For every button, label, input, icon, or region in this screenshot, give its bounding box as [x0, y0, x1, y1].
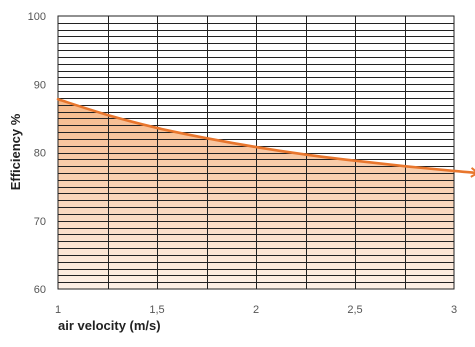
y-tick-labels: 60 70 80 90 100: [28, 11, 46, 296]
y-tick-label: 80: [34, 148, 46, 160]
vertical-gridlines: [108, 16, 406, 289]
efficiency-curve: [56, 97, 475, 175]
x-tick-label: 2,5: [347, 304, 362, 316]
x-tick-label: 1: [55, 304, 61, 316]
y-tick-label: 90: [34, 79, 46, 91]
x-axis-label: air velocity (m/s): [58, 318, 161, 333]
x-tick-labels: 1 1,5 2 2,5 3: [55, 304, 457, 316]
x-tick-label: 1,5: [149, 304, 164, 316]
y-tick-label: 60: [34, 284, 46, 296]
x-tick-label: 3: [451, 304, 457, 316]
x-tick-label: 2: [253, 304, 259, 316]
area-fill: [58, 99, 454, 289]
plot-frame: [57, 15, 455, 290]
y-axis-label: Efficiency %: [8, 113, 23, 190]
y-tick-label: 70: [34, 216, 46, 228]
y-tick-label: 100: [28, 11, 46, 23]
arrow-head: [470, 167, 475, 178]
